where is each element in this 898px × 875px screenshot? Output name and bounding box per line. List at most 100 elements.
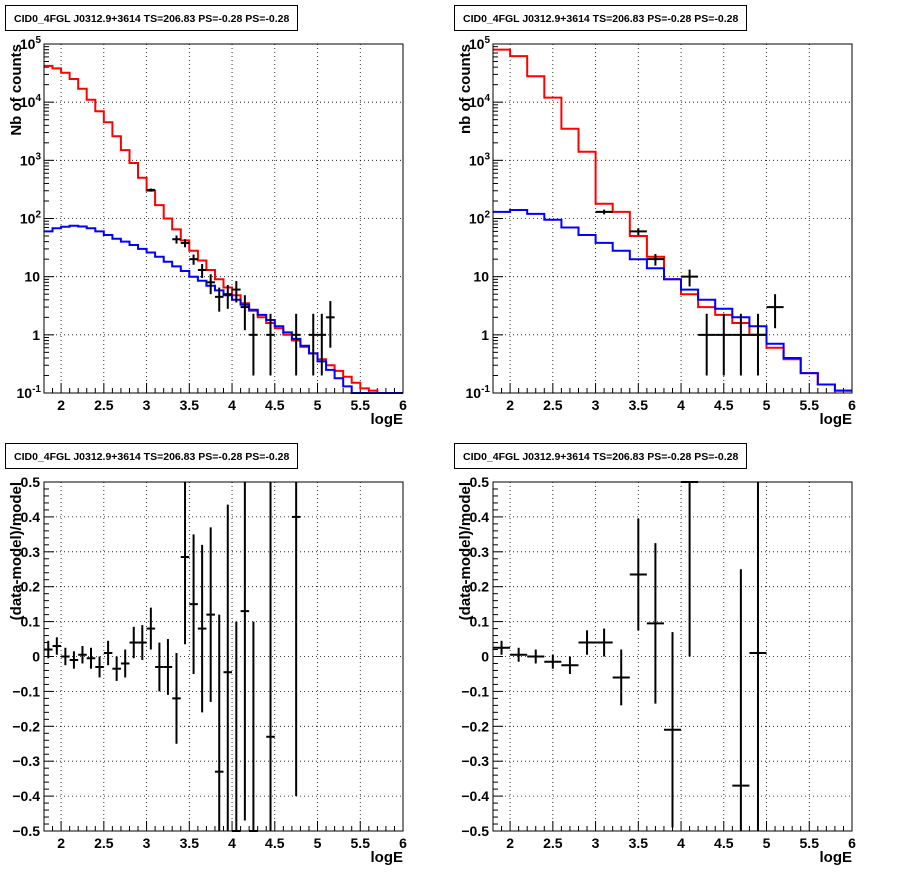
data-point (206, 274, 215, 295)
y-tick-label: 104 (469, 93, 491, 110)
data-point (612, 649, 630, 706)
data-point (715, 313, 733, 376)
data-point (698, 313, 716, 376)
x-axis-label: logE (820, 411, 853, 428)
data-point (138, 625, 147, 660)
y-tick-label: −0.4 (12, 788, 40, 804)
x-tick-label: 6 (399, 835, 407, 851)
data-point (749, 313, 767, 376)
chart-title: CID0_4FGL J0312.9+3614 TS=206.83 PS=-0.2… (5, 5, 299, 31)
y-tick-label: 10-1 (17, 384, 42, 401)
counts-panel-right: 2 2.5 3 3.5 4 4.5 5 5.5 6 10-1 1 10 102 103 104 105 logE… (449, 0, 898, 437)
y-tick-label: −0.3 (12, 753, 40, 769)
counts-chart-right: 2 2.5 3 3.5 4 4.5 5 5.5 6 10-1 1 10 102 103 104 105 logE… (457, 35, 856, 428)
data-point (578, 630, 596, 655)
data-point (69, 651, 79, 669)
source-model-series (44, 224, 403, 394)
y-tick-label: 10 (24, 269, 40, 285)
y-tick-label: 1 (481, 327, 489, 343)
y-tick-label: 1 (32, 327, 40, 343)
plot-frame (492, 481, 853, 832)
data-point (214, 614, 224, 831)
x-tick-label: 4.5 (714, 835, 734, 851)
data-point (78, 646, 87, 664)
x-tick-label: 3.5 (629, 397, 649, 413)
y-tick-label: 105 (20, 35, 42, 52)
x-tick-label: 5 (763, 397, 771, 413)
data-point (189, 254, 198, 265)
data-point (663, 632, 682, 828)
data-point (527, 649, 545, 664)
total-model-series (44, 64, 403, 394)
x-tick-label: 5 (763, 835, 771, 851)
data-point (52, 637, 62, 655)
y-tick-label: 102 (469, 210, 491, 227)
residual-panel-right: 2 2.5 3 3.5 4 4.5 5 5.5 6 −0.5 −0.4 −0.3 −0.2 −0.1 0 0.… (449, 438, 898, 875)
x-tick-label: 2.5 (543, 397, 563, 413)
y-tick-label: 10 (473, 269, 489, 285)
data-point (223, 504, 233, 831)
y-tick-label: 0.4 (470, 509, 490, 525)
data-point (732, 313, 750, 376)
data-point (544, 654, 562, 669)
residual-chart-right: 2 2.5 3 3.5 4 4.5 5 5.5 6 −0.5 −0.4 −0.3 −0.2 −0.1 0 0.… (457, 474, 856, 866)
data-point (232, 621, 241, 832)
counts-chart-left: 2 2.5 3 3.5 4 4.5 5 5.5 6 10-1 1 10 102 103 104 105 logE… (8, 35, 407, 428)
x-axis-label: logE (371, 849, 404, 866)
y-tick-label: 0.1 (21, 614, 41, 630)
x-tick-label: 5.5 (800, 835, 820, 851)
y-tick-label: 102 (20, 210, 42, 227)
y-tick-label: −0.5 (461, 823, 489, 839)
data-point (172, 653, 181, 744)
data-point (681, 269, 699, 287)
plot-frame (492, 43, 853, 394)
counts-panel-left: 2 2.5 3 3.5 4 4.5 5 5.5 6 10-1 1 10 102 103 104 105 logE… (0, 0, 449, 437)
data-point (749, 482, 767, 831)
data-point (112, 656, 121, 681)
x-axis-label: logE (820, 849, 853, 866)
x-tick-label: 3 (143, 397, 151, 413)
y-tick-label: −0.1 (12, 683, 40, 699)
data-point (146, 607, 156, 650)
data-point (172, 235, 181, 244)
y-tick-label: 0.4 (21, 509, 41, 525)
chart-title: CID0_4FGL J0312.9+3614 TS=206.83 PS=-0.2… (5, 443, 299, 469)
x-tick-label: 2.5 (94, 835, 114, 851)
x-tick-label: 3 (592, 835, 600, 851)
x-tick-label: 6 (848, 397, 856, 413)
x-tick-label: 3.5 (629, 835, 649, 851)
data-point (103, 640, 113, 666)
data-point (197, 264, 207, 278)
data-point (629, 518, 647, 631)
data-point (681, 481, 699, 657)
data-point (197, 544, 207, 713)
data-point (266, 313, 275, 376)
y-tick-label: 0 (481, 649, 489, 665)
x-tick-label: 4 (228, 835, 236, 851)
y-tick-label: 10-1 (466, 384, 491, 401)
chart-title: CID0_4FGL J0312.9+3614 TS=206.83 PS=-0.2… (454, 443, 748, 469)
data-point (214, 287, 224, 312)
data-point (595, 209, 613, 215)
x-tick-label: 3 (592, 397, 600, 413)
x-tick-label: 6 (848, 835, 856, 851)
y-tick-label: 104 (20, 93, 42, 110)
x-tick-label: 5 (314, 835, 322, 851)
x-tick-label: 3.5 (180, 397, 200, 413)
y-tick-label: −0.1 (461, 683, 489, 699)
y-tick-label: −0.5 (12, 823, 40, 839)
y-tick-label: −0.3 (461, 753, 489, 769)
x-tick-label: 5.5 (351, 397, 371, 413)
residual-chart-left: 2 2.5 3 3.5 4 4.5 5 5.5 6 −0.5 −0.4 −0.3 −0.2 −0.1 0 0.… (8, 474, 407, 866)
data-point (180, 239, 190, 248)
y-tick-label: 0.2 (470, 579, 490, 595)
x-tick-label: 4 (677, 397, 685, 413)
data-point (155, 642, 164, 692)
data-point (163, 639, 173, 695)
y-tick-label: −0.2 (461, 718, 489, 734)
plot-frame (43, 481, 404, 832)
data-point (232, 281, 241, 303)
data-point (240, 295, 250, 331)
data-point (629, 228, 647, 236)
data-point (240, 482, 250, 821)
